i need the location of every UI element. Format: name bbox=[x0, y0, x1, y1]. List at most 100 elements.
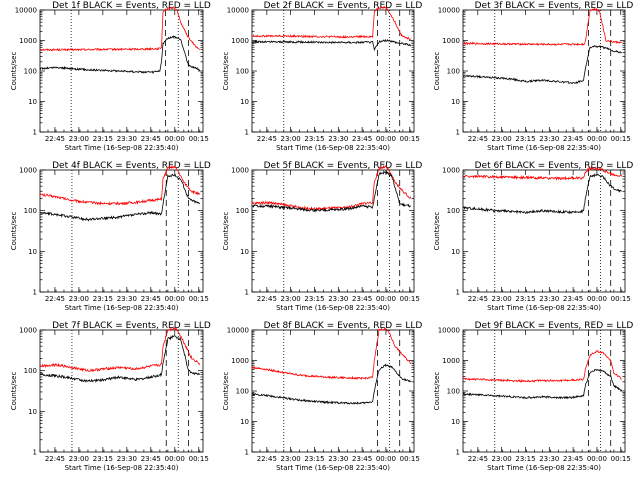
y-tick-label: 1 bbox=[33, 449, 37, 457]
x-tick-label: 00:00 bbox=[587, 455, 607, 463]
x-tick-label: 23:45 bbox=[563, 135, 583, 143]
events-series-line bbox=[462, 368, 623, 400]
x-tick-label: 00:00 bbox=[165, 455, 185, 463]
y-tick-label: 1000 bbox=[231, 37, 249, 45]
x-tick-label: 23:30 bbox=[539, 135, 559, 143]
events-series-line bbox=[251, 38, 412, 52]
y-tick-label: 10 bbox=[451, 98, 460, 106]
y-tick-label: 10 bbox=[28, 408, 37, 416]
x-tick-label: 23:15 bbox=[304, 455, 324, 463]
y-tick-label: 10 bbox=[451, 418, 460, 426]
events-series-line bbox=[252, 363, 412, 406]
y-tick-label: 1000 bbox=[19, 327, 37, 335]
x-axis-label: Start Time (16-Sep-08 22:35:40) bbox=[487, 144, 601, 152]
plot-frame bbox=[462, 169, 626, 293]
panel-title: Det 6f BLACK = Events, RED = LLD bbox=[475, 161, 634, 171]
x-tick-label: 00:15 bbox=[400, 135, 420, 143]
y-axis-label: Counts/sec bbox=[222, 212, 230, 251]
panel-title: Det 1f BLACK = Events, RED = LLD bbox=[52, 1, 211, 11]
lld-series-line bbox=[39, 164, 201, 206]
x-tick-label: 22:45 bbox=[45, 295, 65, 303]
y-tick-label: 10000 bbox=[227, 7, 249, 15]
y-tick-label: 1 bbox=[245, 129, 249, 137]
x-axis-label: Start Time (16-Sep-08 22:35:40) bbox=[65, 144, 179, 152]
x-tick-label: 00:15 bbox=[400, 455, 420, 463]
x-tick-label: 22:45 bbox=[257, 455, 277, 463]
y-tick-label: 100 bbox=[447, 388, 460, 396]
x-tick-label: 00:15 bbox=[189, 135, 209, 143]
x-tick-label: 23:30 bbox=[328, 295, 348, 303]
y-tick-label: 100 bbox=[447, 68, 460, 76]
panel-det-8: Det 8f BLACK = Events, RED = LLD 1 10 100 10… bbox=[222, 321, 422, 472]
x-tick-label: 00:15 bbox=[189, 455, 209, 463]
y-tick-label: 100 bbox=[236, 207, 249, 215]
x-tick-label: 00:15 bbox=[400, 295, 420, 303]
panel-det-7: Det 7f BLACK = Events, RED = LLD 1 10 100 10… bbox=[10, 321, 211, 472]
x-tick-label: 00:15 bbox=[611, 295, 631, 303]
panel-title: Det 5f BLACK = Events, RED = LLD bbox=[264, 161, 423, 171]
y-tick-label: 10000 bbox=[438, 327, 460, 335]
x-tick-label: 23:15 bbox=[515, 295, 535, 303]
x-tick-label: 22:45 bbox=[45, 455, 65, 463]
y-tick-label: 100 bbox=[24, 207, 37, 215]
y-tick-label: 1000 bbox=[19, 167, 37, 175]
x-axis-label: Start Time (16-Sep-08 22:35:40) bbox=[276, 464, 390, 472]
y-tick-label: 10000 bbox=[15, 7, 37, 15]
x-tick-label: 23:15 bbox=[93, 135, 113, 143]
x-tick-label: 23:15 bbox=[304, 295, 324, 303]
lld-series-line bbox=[462, 165, 623, 181]
panel-det-1: Det 1f BLACK = Events, RED = LLD 1 10 100 10… bbox=[10, 1, 211, 152]
x-tick-label: 23:30 bbox=[539, 295, 559, 303]
y-tick-label: 10 bbox=[240, 98, 249, 106]
x-tick-label: 23:30 bbox=[117, 135, 137, 143]
x-tick-label: 23:30 bbox=[117, 455, 137, 463]
x-tick-label: 00:15 bbox=[611, 135, 631, 143]
lld-series-line bbox=[252, 5, 412, 41]
lld-series-line bbox=[39, 6, 201, 52]
y-tick-label: 100 bbox=[24, 68, 37, 76]
y-tick-label: 1 bbox=[245, 289, 249, 297]
x-tick-label: 23:45 bbox=[141, 135, 161, 143]
y-tick-label: 1 bbox=[456, 289, 460, 297]
x-tick-label: 23:00 bbox=[492, 135, 512, 143]
y-axis-label: Counts/sec bbox=[433, 212, 441, 251]
plot-frame bbox=[39, 329, 204, 453]
events-series-line bbox=[39, 173, 200, 222]
y-tick-label: 1 bbox=[245, 449, 249, 457]
panel-det-9: Det 9f BLACK = Events, RED = LLD 1 10 100 10… bbox=[433, 321, 633, 472]
x-tick-label: 22:45 bbox=[45, 135, 65, 143]
x-tick-label: 23:15 bbox=[515, 135, 535, 143]
y-tick-label: 1 bbox=[456, 129, 460, 137]
x-axis-label: Start Time (16-Sep-08 22:35:40) bbox=[65, 304, 179, 312]
x-tick-label: 23:45 bbox=[352, 295, 372, 303]
y-tick-label: 10000 bbox=[438, 7, 460, 15]
x-tick-label: 22:45 bbox=[468, 135, 488, 143]
x-tick-label: 23:00 bbox=[492, 295, 512, 303]
y-axis-label: Counts/sec bbox=[10, 372, 18, 411]
panel-det-6: Det 6f BLACK = Events, RED = LLD 1 10 100 10… bbox=[433, 161, 633, 312]
y-tick-label: 1000 bbox=[442, 357, 460, 365]
lld-series-line bbox=[462, 7, 623, 47]
plot-frame bbox=[251, 169, 415, 293]
x-tick-label: 23:00 bbox=[492, 455, 512, 463]
x-tick-label: 23:30 bbox=[328, 135, 348, 143]
y-tick-label: 1000 bbox=[442, 37, 460, 45]
y-axis-label: Counts/sec bbox=[433, 372, 441, 411]
y-tick-label: 10 bbox=[28, 98, 37, 106]
y-tick-label: 10000 bbox=[227, 327, 249, 335]
y-tick-label: 10 bbox=[451, 248, 460, 256]
panel-det-3: Det 3f BLACK = Events, RED = LLD 1 10 100 10… bbox=[433, 1, 633, 152]
y-tick-label: 10 bbox=[28, 248, 37, 256]
x-tick-label: 23:45 bbox=[141, 295, 161, 303]
lld-series-line bbox=[251, 164, 412, 212]
x-tick-label: 23:45 bbox=[563, 295, 583, 303]
x-tick-label: 23:15 bbox=[93, 295, 113, 303]
x-axis-label: Start Time (16-Sep-08 22:35:40) bbox=[487, 464, 601, 472]
x-tick-label: 23:30 bbox=[539, 455, 559, 463]
y-tick-label: 10 bbox=[240, 418, 249, 426]
y-tick-label: 100 bbox=[24, 367, 37, 375]
panel-title: Det 9f BLACK = Events, RED = LLD bbox=[475, 321, 634, 331]
x-tick-label: 00:15 bbox=[189, 295, 209, 303]
panel-title: Det 2f BLACK = Events, RED = LLD bbox=[264, 1, 423, 11]
x-tick-label: 23:30 bbox=[117, 295, 137, 303]
